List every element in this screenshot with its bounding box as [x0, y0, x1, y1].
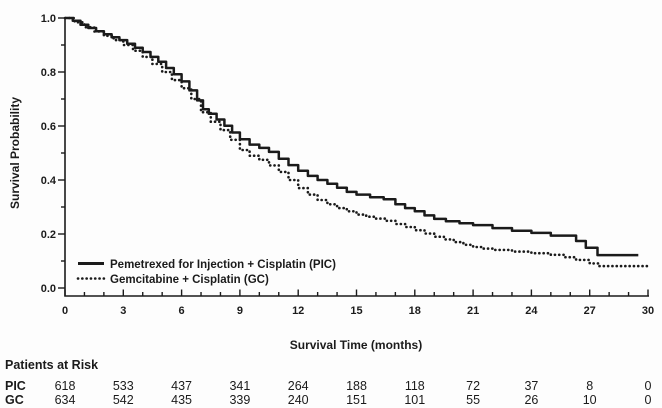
at-risk-count: 339 — [229, 393, 250, 407]
at-risk-count: 240 — [288, 393, 309, 407]
at-risk-count: 437 — [171, 379, 192, 393]
survival-curves — [63, 16, 650, 268]
at-risk-count: 542 — [113, 393, 134, 407]
at-risk-count: 341 — [229, 379, 250, 393]
x-axis-ticks: 0 3 6 9 12 15 18 21 24 27 30 — [62, 289, 654, 317]
at-risk-count: 151 — [346, 393, 367, 407]
at-risk-count: 264 — [288, 379, 309, 393]
at-risk-count: 0 — [645, 393, 652, 407]
risk-counts: 618 533 437 341 264 188 118 72 37 8 0 634 542 435 339 2… — [55, 379, 652, 407]
x-tick-label: 30 — [642, 305, 654, 317]
at-risk-count: 55 — [466, 393, 480, 407]
y-tick-label: 0.4 — [41, 175, 57, 187]
legend-label-pic: Pemetrexed for Injection + Cisplatin (PI… — [110, 259, 336, 271]
x-tick-label: 18 — [409, 305, 421, 317]
at-risk-count: 37 — [524, 379, 538, 393]
legend-label-gc: Gemcitabine + Cisplatin (GC) — [110, 274, 269, 286]
survival-curve-gc — [63, 16, 650, 268]
at-risk-count: 533 — [113, 379, 134, 393]
risk-row-label-gc: GC — [5, 393, 24, 407]
at-risk-count: 26 — [524, 393, 538, 407]
at-risk-count: 8 — [586, 379, 593, 393]
y-tick-label: 0.2 — [41, 229, 56, 241]
patients-at-risk-title: Patients at Risk — [5, 358, 98, 372]
x-tick-label: 24 — [525, 305, 538, 317]
y-axis-title: Survival Probability — [8, 97, 22, 209]
legend: Pemetrexed for Injection + Cisplatin (PI… — [76, 259, 336, 286]
at-risk-count: 435 — [171, 393, 192, 407]
x-tick-label: 9 — [237, 305, 243, 317]
at-risk-count: 118 — [405, 379, 425, 393]
at-risk-count: 72 — [466, 379, 480, 393]
x-tick-label: 0 — [62, 305, 68, 317]
x-tick-label: 21 — [467, 305, 479, 317]
y-tick-label: 0.6 — [41, 121, 56, 133]
y-axis-ticks: 0.0 0.2 0.4 0.6 0.8 1.0 — [41, 13, 65, 295]
at-risk-count: 10 — [583, 393, 597, 407]
patients-at-risk-table: Patients at Risk PIC GC 618 533 437 341 264 1… — [5, 358, 652, 407]
y-tick-label: 0.0 — [41, 283, 56, 295]
at-risk-count: 618 — [55, 379, 76, 393]
at-risk-count: 101 — [404, 393, 425, 407]
y-tick-label: 0.8 — [41, 67, 56, 79]
at-risk-count: 634 — [55, 393, 76, 407]
y-tick-label: 1.0 — [41, 13, 56, 25]
risk-row-label-pic: PIC — [5, 379, 26, 393]
at-risk-count: 0 — [645, 379, 652, 393]
x-axis-title: Survival Time (months) — [290, 338, 422, 352]
x-tick-label: 3 — [120, 305, 126, 317]
survival-curve-pic — [65, 16, 639, 257]
at-risk-count: 188 — [346, 379, 367, 393]
x-tick-label: 15 — [350, 305, 362, 317]
x-tick-label: 6 — [179, 305, 185, 317]
x-tick-label: 12 — [292, 305, 304, 317]
x-tick-label: 27 — [584, 305, 596, 317]
